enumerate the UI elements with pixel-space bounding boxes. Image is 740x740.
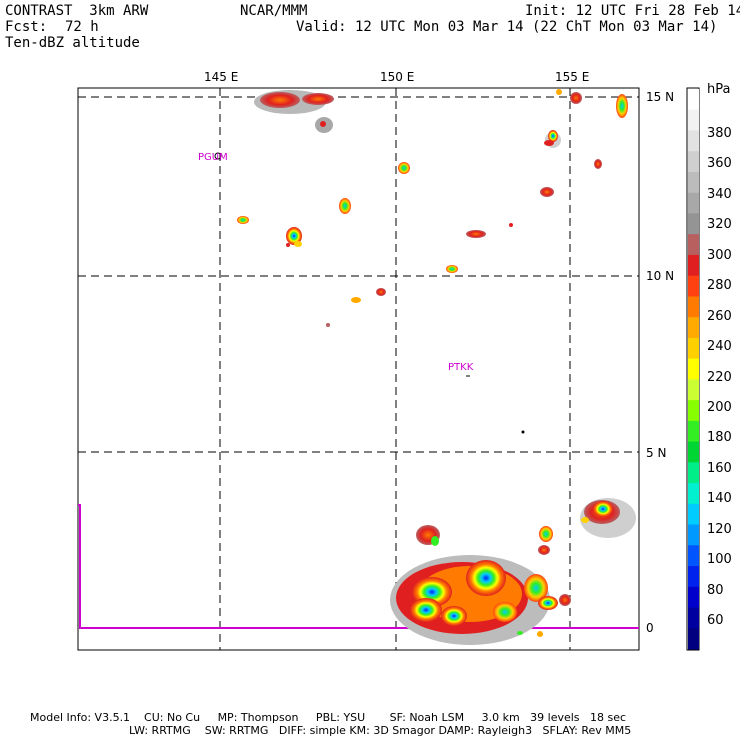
colorbar-segment xyxy=(688,358,699,380)
colorbar-tick-label: 160 xyxy=(707,460,732,476)
colorbar-segment xyxy=(688,566,699,588)
colorbar-segment xyxy=(688,337,699,360)
colorbar-segment xyxy=(688,109,699,131)
pgum-station-marker xyxy=(214,152,222,160)
colorbar-segment xyxy=(688,379,699,401)
colorbar-tick-label: 360 xyxy=(707,156,732,172)
lat-label-5n: 5 N xyxy=(646,446,667,460)
field-title: Ten-dBZ altitude xyxy=(5,35,140,51)
colorbar-segment xyxy=(688,420,699,443)
colorbar-segment xyxy=(688,400,699,422)
colorbar-tick-label: 220 xyxy=(707,369,732,385)
lon-label-150e: 150 E xyxy=(380,70,415,84)
colorbar-segment xyxy=(688,151,699,173)
colorbar-tick-label: 120 xyxy=(707,521,732,537)
colorbar xyxy=(688,89,699,650)
colorbar-tick-label: 100 xyxy=(707,552,732,568)
colorbar-segment xyxy=(688,483,699,505)
colorbar-tick-label: 280 xyxy=(707,278,732,294)
org-label: NCAR/MMM xyxy=(240,3,308,19)
forecast-label: Fcst: xyxy=(5,19,48,35)
lon-label-155e: 155 E xyxy=(555,70,590,84)
colorbar-tick-label: 380 xyxy=(707,126,732,141)
colorbar-tick-label: 140 xyxy=(707,491,732,507)
colorbar-segment xyxy=(688,607,699,629)
colorbar-unit: hPa xyxy=(707,82,731,97)
colorbar-tick-label: 60 xyxy=(707,613,724,628)
lat-label-15n: 15 N xyxy=(646,90,675,104)
colorbar-segment xyxy=(688,213,699,235)
reflectivity-field xyxy=(237,89,636,645)
valid-time: Valid: 12 UTC Mon 03 Mar 14 (22 ChT Mon … xyxy=(296,19,718,35)
model-title: CONTRAST 3km ARW xyxy=(5,3,149,19)
colorbar-tick-label: 200 xyxy=(707,399,732,415)
init-time: Init: 12 UTC Fri 28 Feb 14 xyxy=(525,3,740,19)
colorbar-segment xyxy=(688,89,699,111)
colorbar-segment xyxy=(688,130,699,152)
colorbar-segment xyxy=(688,317,699,339)
colorbar-segment xyxy=(688,586,699,609)
domain-boundary xyxy=(78,504,639,629)
colorbar-segment xyxy=(688,441,699,463)
colorbar-segment xyxy=(688,545,699,567)
lat-label-equator: 0 xyxy=(646,621,654,635)
colorbar-segment xyxy=(688,254,699,277)
colorbar-segment xyxy=(688,192,699,214)
map-frame xyxy=(77,87,640,651)
colorbar-tick-label: 320 xyxy=(707,217,732,233)
lat-label-10n: 10 N xyxy=(646,269,675,283)
colorbar-segment xyxy=(688,628,699,650)
colorbar-segment xyxy=(688,503,699,526)
forecast-hour: 72 h xyxy=(65,19,99,35)
graticule xyxy=(78,88,639,650)
colorbar-segment xyxy=(688,275,699,297)
colorbar-tick-label: 340 xyxy=(707,186,732,202)
station-label-ptkk: PTKK xyxy=(448,362,474,373)
colorbar-segment xyxy=(688,171,699,194)
station-label-pgum: PGUM xyxy=(198,152,228,163)
colorbar-tick-label: 180 xyxy=(707,430,732,446)
colorbar-tick-label: 300 xyxy=(707,247,732,263)
colorbar-tick-label: 80 xyxy=(707,582,724,598)
colorbar-tick-label: 240 xyxy=(707,339,732,355)
colorbar-segment xyxy=(688,296,699,318)
colorbar-segment xyxy=(688,234,699,256)
lon-label-145e: 145 E xyxy=(204,70,239,84)
colorbar-segment xyxy=(688,462,699,484)
colorbar-segment xyxy=(688,524,699,546)
model-info-line-2: LW: RRTMG SW: RRTMG DIFF: simple KM: 3D … xyxy=(129,724,632,737)
colorbar-tick-label: 260 xyxy=(707,308,732,324)
model-info-line-1: Model Info: V3.5.1 CU: No Cu MP: Thompso… xyxy=(30,711,627,724)
